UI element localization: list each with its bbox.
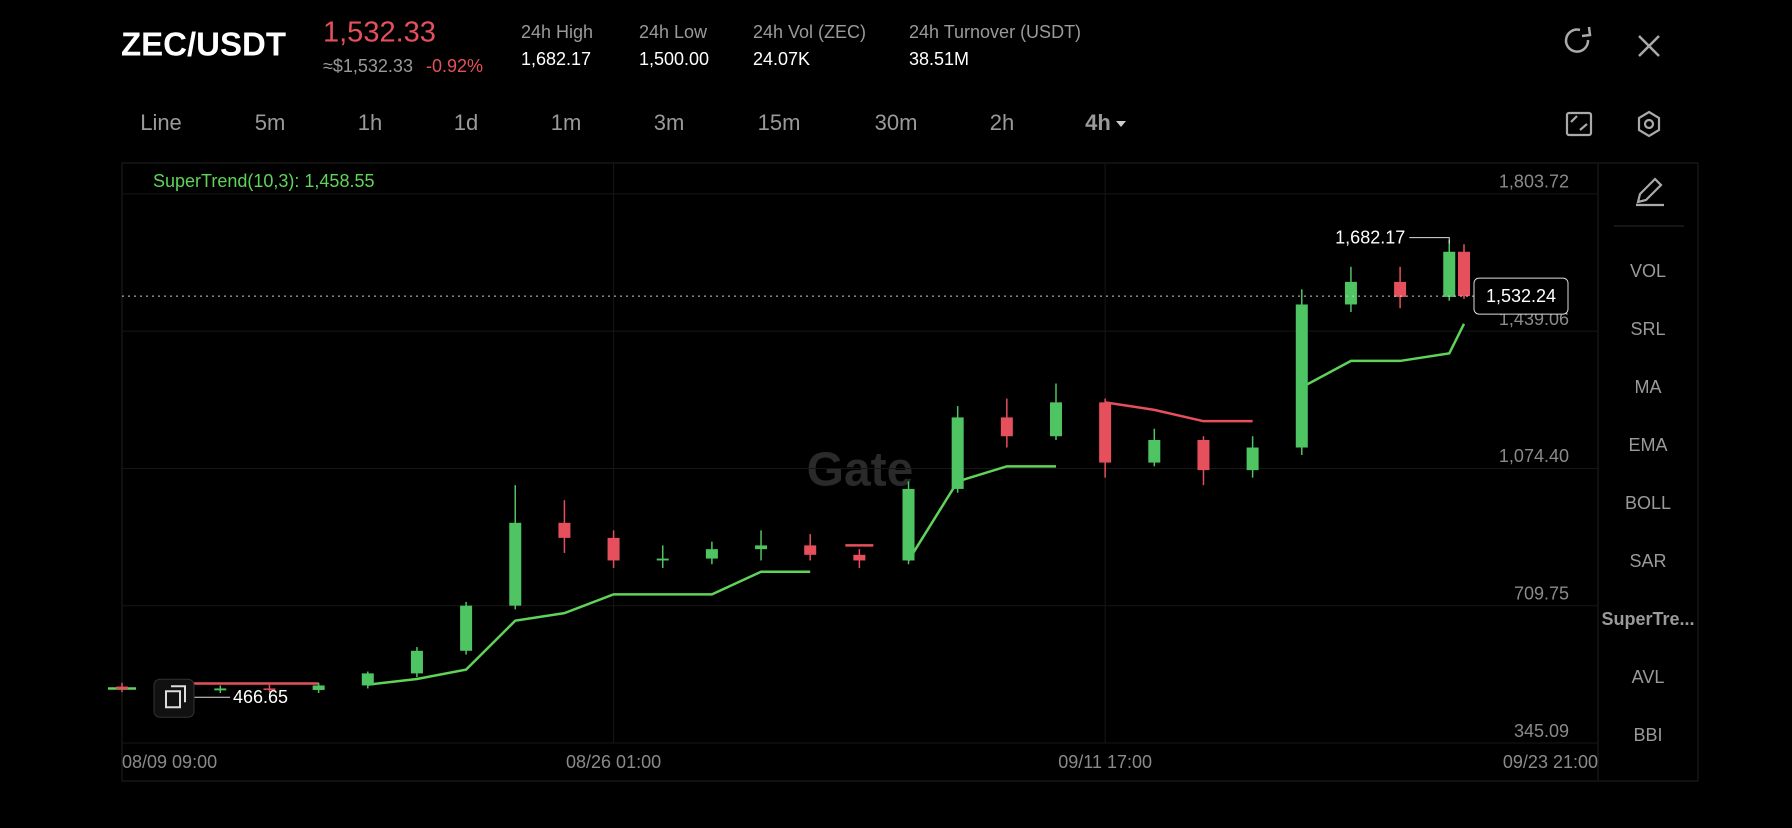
interval-tab[interactable]: 3m <box>654 110 685 135</box>
candle-body <box>116 686 128 690</box>
candle-body <box>214 688 227 691</box>
hexagon-dot <box>1643 118 1655 130</box>
candle-body <box>509 522 522 606</box>
interval-tab[interactable]: 5m <box>255 110 286 135</box>
stat-label: 24h Turnover (USDT) <box>909 22 1081 42</box>
interval-tab[interactable]: 1m <box>551 110 582 135</box>
indicator[interactable]: SRL <box>1630 319 1665 339</box>
refresh-arrow <box>1581 26 1592 38</box>
stat-value: 24.07K <box>753 49 810 69</box>
indicator[interactable]: SAR <box>1629 551 1666 571</box>
plot: Gate345.09709.751,074.401,439.061,803.72… <box>108 163 1598 772</box>
candle-body <box>656 558 669 561</box>
indicator[interactable]: SuperTre... <box>1601 609 1694 629</box>
candle-body <box>705 549 718 559</box>
dropdown-caret <box>1116 121 1126 127</box>
price-tag <box>1473 277 1569 315</box>
candle-body <box>1148 439 1161 463</box>
y-tick-label: 345.09 <box>1514 721 1569 741</box>
indicator-legend: SuperTrend(10,3): 1,458.55 <box>153 171 374 191</box>
x-tick-label: 08/26 01:00 <box>566 752 661 772</box>
candle-body <box>1458 251 1470 297</box>
candle-body <box>607 537 620 561</box>
price-tag-label: 1,532.24 <box>1486 286 1556 306</box>
interval-tab[interactable]: 15m <box>758 110 801 135</box>
refresh-icon[interactable] <box>1564 26 1592 53</box>
candle-body <box>1295 304 1308 448</box>
draw-tool[interactable] <box>1636 177 1664 207</box>
change: -0.92% <box>426 56 483 76</box>
candle-body <box>1394 281 1407 297</box>
stat-label: 24h Low <box>639 22 708 42</box>
refresh-arc <box>1564 28 1590 53</box>
x-tick-label: 08/09 09:00 <box>122 752 217 772</box>
candle-body <box>1344 281 1357 305</box>
interval-tab[interactable]: 1d <box>454 110 478 135</box>
candle-body <box>755 545 768 550</box>
candle-body <box>1099 402 1112 463</box>
supertrend-line <box>1301 323 1466 389</box>
indicator[interactable]: BOLL <box>1625 493 1671 513</box>
candle-body <box>410 650 423 674</box>
indicator[interactable]: MA <box>1635 377 1662 397</box>
chart-frame <box>121 162 1699 782</box>
candle-body <box>263 688 276 690</box>
stat-label: 24h High <box>521 22 593 42</box>
hexagon <box>1637 110 1661 138</box>
share-icon <box>165 685 186 709</box>
candle-body <box>1049 402 1062 437</box>
candle-body <box>1443 251 1456 297</box>
interval-tab[interactable]: Line <box>140 110 182 135</box>
candle-body <box>1246 447 1259 471</box>
interval-tab[interactable]: 1h <box>358 110 382 135</box>
low-marker-label: 466.65 <box>233 687 288 707</box>
supertrend-line <box>1104 401 1253 423</box>
candle-body <box>312 685 325 690</box>
settings-icon[interactable] <box>1637 110 1661 138</box>
candle-body <box>1000 417 1013 437</box>
indicator[interactable]: BBI <box>1633 725 1662 745</box>
candle-body <box>361 673 374 686</box>
indicator[interactable]: AVL <box>1632 667 1665 687</box>
candle-body <box>558 522 571 538</box>
y-tick-label: 1,074.40 <box>1499 446 1569 466</box>
stat-value: 1,500.00 <box>639 49 709 69</box>
stat-value: 1,682.17 <box>521 49 591 69</box>
interval-tab[interactable]: 2h <box>990 110 1014 135</box>
indicator[interactable]: EMA <box>1628 435 1667 455</box>
share-button[interactable] <box>153 678 195 718</box>
watermark: Gate <box>807 444 914 497</box>
x-tick-label: 09/11 17:00 <box>1058 752 1152 772</box>
supertrend-line <box>367 570 811 686</box>
icon-lines <box>1570 115 1588 131</box>
interval-tab[interactable]: 30m <box>875 110 918 135</box>
supertrend-line <box>907 465 1056 562</box>
close-icon[interactable] <box>1638 35 1660 57</box>
y-tick-label: 1,803.72 <box>1499 172 1569 192</box>
x-tick-label: 09/23 21:00 <box>1503 752 1598 772</box>
last-price: 1,532.33 <box>323 17 436 49</box>
y-tick-label: 709.75 <box>1514 583 1569 603</box>
candle-body <box>853 554 866 561</box>
usd-price: ≈$1,532.33 <box>323 56 413 76</box>
candle-body <box>951 417 964 489</box>
stat-value: 38.51M <box>909 49 969 69</box>
high-marker-line <box>1409 237 1450 244</box>
chart-mode-icon[interactable] <box>1565 111 1593 137</box>
candle-body <box>804 545 817 555</box>
interval-tab[interactable]: 4h <box>1085 110 1111 135</box>
pencil <box>1636 177 1664 207</box>
close-stroke <box>1638 35 1660 57</box>
high-marker-label: 1,682.17 <box>1335 227 1405 247</box>
candle-body <box>460 605 473 651</box>
indicator[interactable]: VOL <box>1630 261 1666 281</box>
stat-label: 24h Vol (ZEC) <box>753 22 866 42</box>
candle-body <box>902 488 915 561</box>
symbol: ZEC/USDT <box>121 26 286 63</box>
candle-body <box>1197 439 1210 471</box>
icon-frame <box>1565 111 1593 137</box>
